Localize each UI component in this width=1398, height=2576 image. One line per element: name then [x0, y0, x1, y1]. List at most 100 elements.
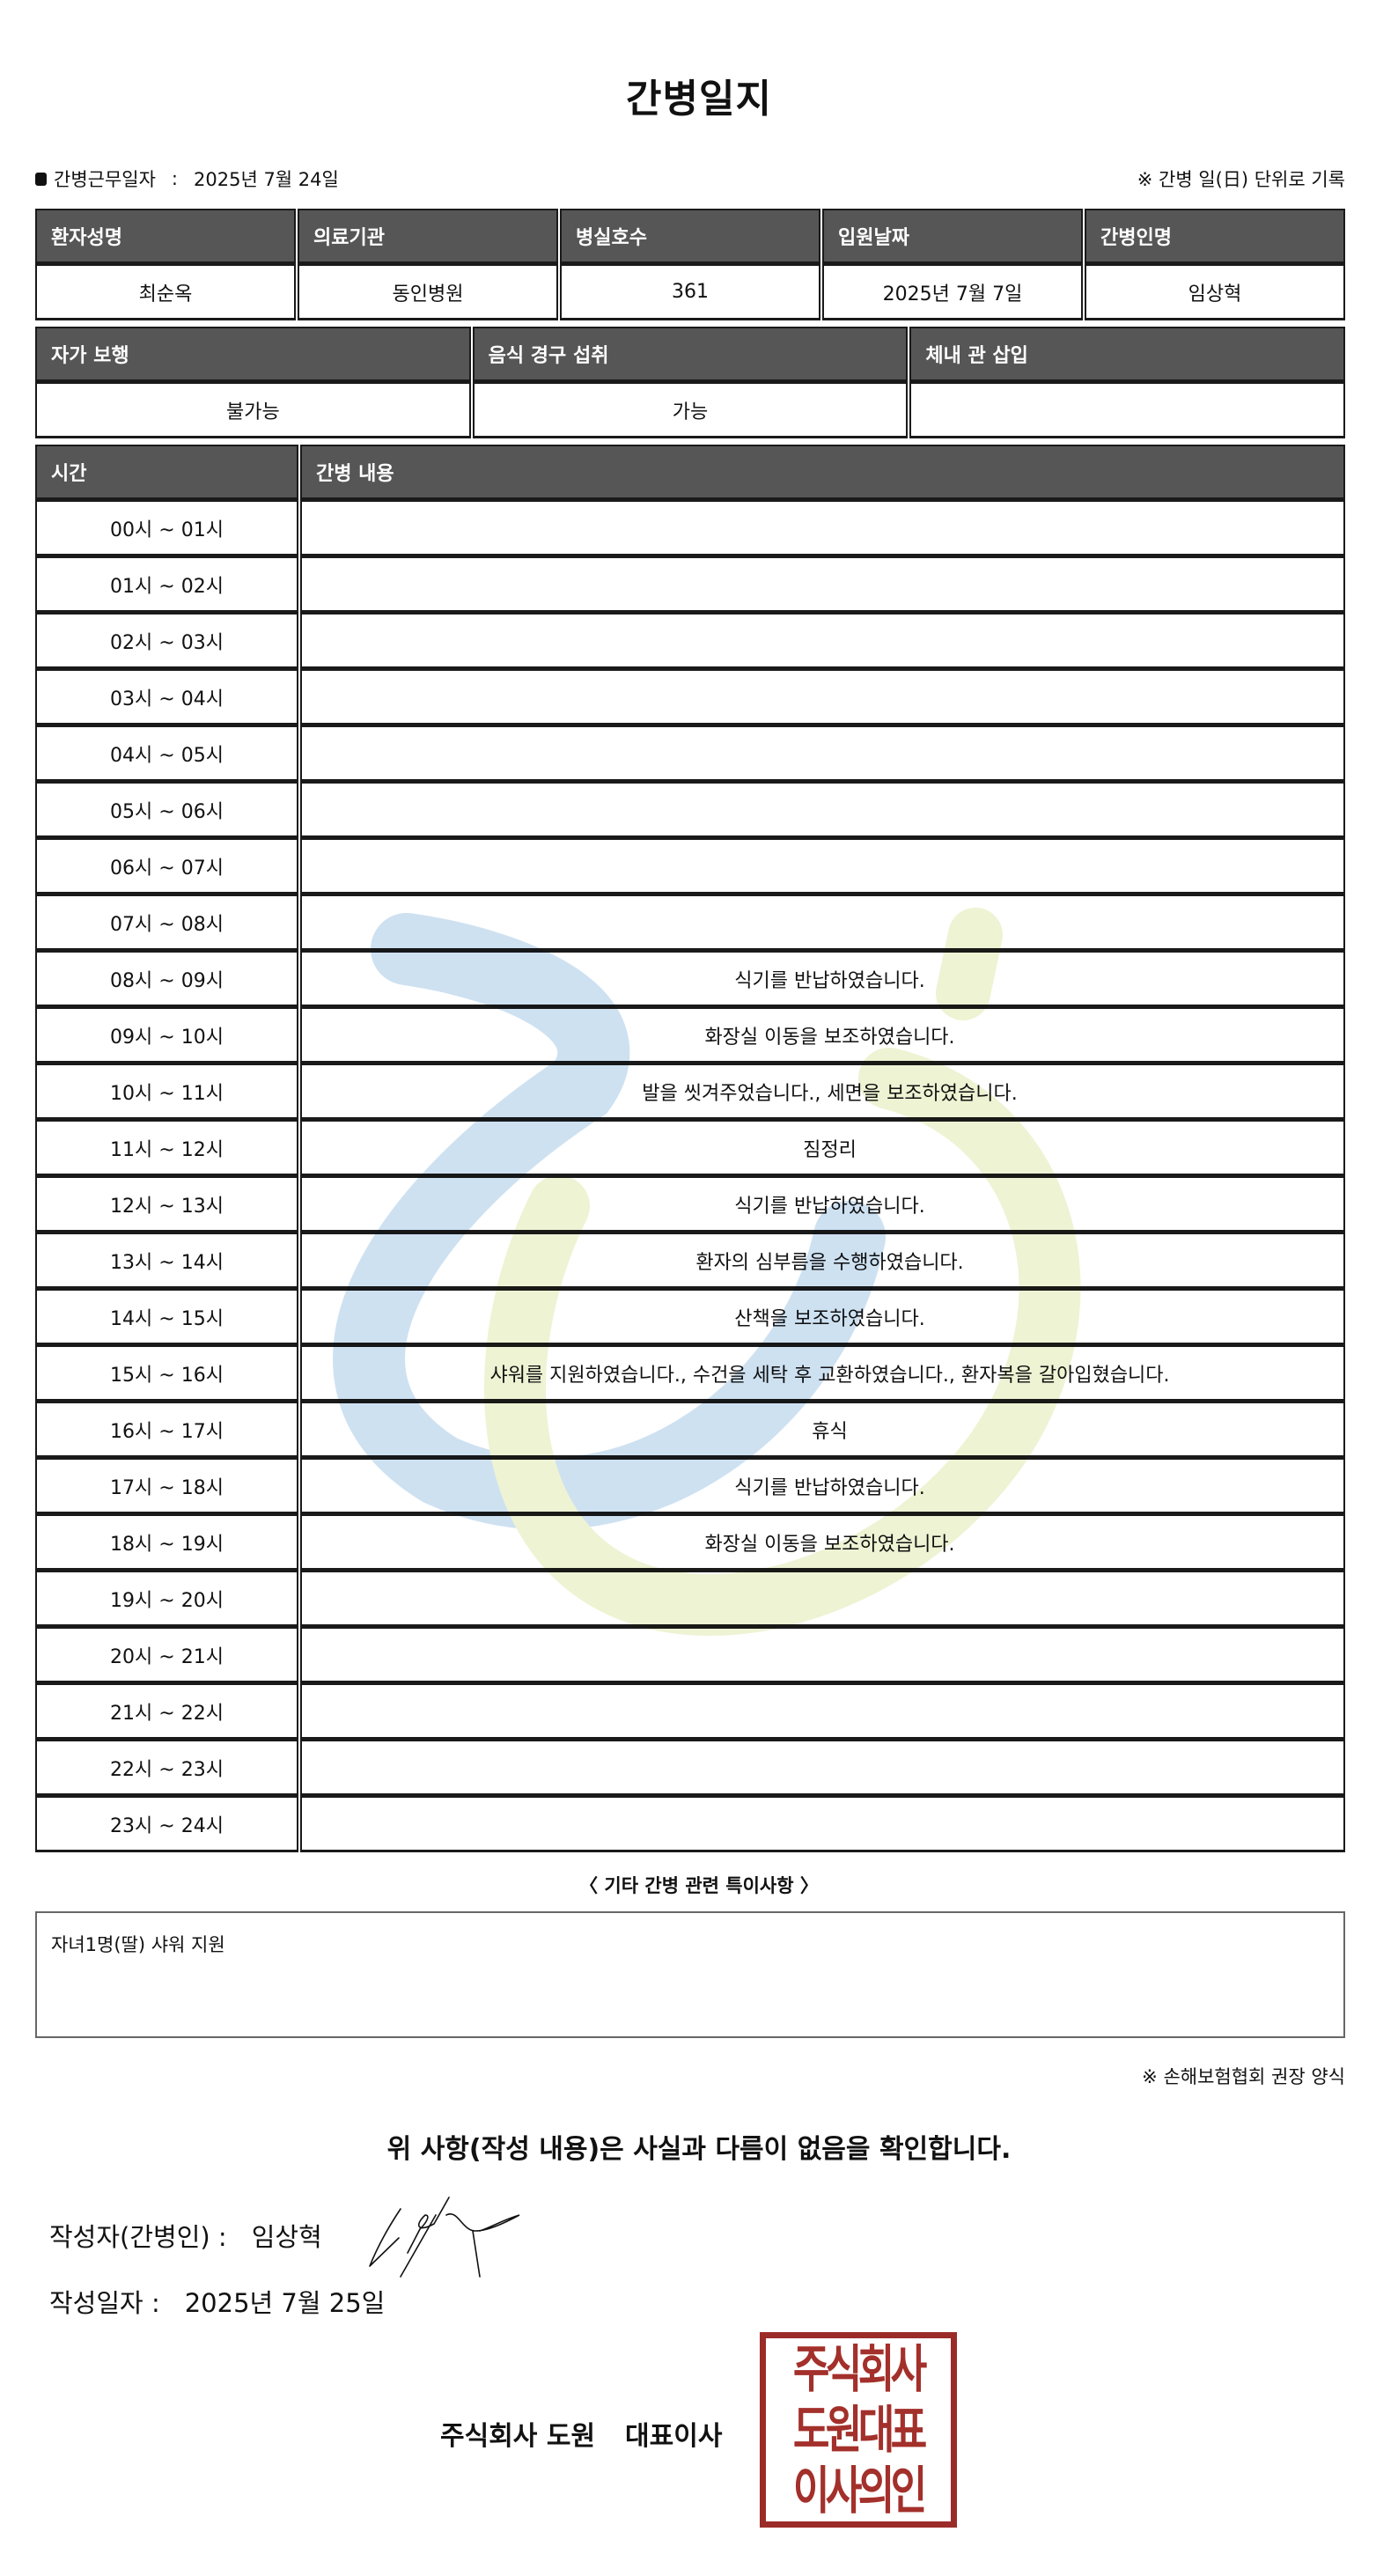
header-hospital: 의료기관 — [298, 209, 558, 264]
care-content: 식기를 반납하였습니다. — [300, 1176, 1345, 1233]
time-slot: 00시 ~ 01시 — [35, 500, 298, 556]
work-date-value: 2025년 7월 24일 — [194, 169, 339, 190]
table-row: 09시 ~ 10시 화장실 이동을 보조하였습니다. — [35, 1007, 1345, 1064]
writer-line: 작성자(간병인) : 임상혁 — [49, 2217, 322, 2254]
time-slot: 20시 ~ 21시 — [35, 1627, 298, 1683]
care-content — [300, 894, 1345, 951]
company-title: 대표이사 — [625, 2421, 723, 2452]
table-row: 02시 ~ 03시 — [35, 613, 1345, 669]
header-tube-insertion: 체내 관 삽입 — [909, 327, 1346, 382]
care-content — [300, 1627, 1345, 1683]
table-row: 01시 ~ 02시 — [35, 556, 1345, 613]
oral-intake: 가능 — [472, 382, 909, 438]
stamp-line: 주식회사 — [793, 2338, 927, 2399]
time-slot: 22시 ~ 23시 — [35, 1740, 298, 1796]
care-content — [300, 782, 1345, 838]
table-row: 12시 ~ 13시 식기를 반납하였습니다. — [35, 1176, 1345, 1233]
care-content — [300, 669, 1345, 725]
time-slot: 09시 ~ 10시 — [35, 1007, 298, 1064]
form-note: ※ 손해보험협회 권장 양식 — [1142, 2066, 1345, 2087]
special-notes-title: 〈 기타 간병 관련 특이사항 〉 — [579, 1875, 819, 1896]
patient-info-table: 환자성명 의료기관 병실호수 입원날짜 간병인명 최순옥 동인병원 361 20… — [35, 209, 1345, 320]
table-row: 15시 ~ 16시 샤워를 지원하였습니다., 수건을 세탁 후 교환하였습니다.… — [35, 1345, 1345, 1402]
self-walking: 불가능 — [35, 382, 471, 438]
table-row: 06시 ~ 07시 — [35, 838, 1345, 894]
time-slot: 08시 ~ 09시 — [35, 951, 298, 1007]
time-slot: 05시 ~ 06시 — [35, 782, 298, 838]
write-date-value: 2025년 7월 25일 — [184, 2288, 386, 2318]
header-care-content: 간병 내용 — [300, 445, 1345, 500]
care-content: 화장실 이동을 보조하였습니다. — [300, 1007, 1345, 1064]
header-room: 병실호수 — [560, 209, 820, 264]
care-content — [300, 1571, 1345, 1627]
table-row: 11시 ~ 12시 짐정리 — [35, 1120, 1345, 1176]
care-content: 식기를 반납하였습니다. — [300, 951, 1345, 1007]
caregiver-name: 임상혁 — [1085, 264, 1345, 320]
hospital: 동인병원 — [298, 264, 558, 320]
work-date-label: 간병근무일자 — [54, 169, 156, 190]
writer-label: 작성자(간병인) : — [49, 2222, 227, 2252]
time-slot: 23시 ~ 24시 — [35, 1796, 298, 1852]
time-slot: 06시 ~ 07시 — [35, 838, 298, 894]
table-row: 18시 ~ 19시 화장실 이동을 보조하였습니다. — [35, 1514, 1345, 1571]
table-row: 23시 ~ 24시 — [35, 1796, 1345, 1852]
table-row: 17시 ~ 18시 식기를 반납하였습니다. — [35, 1458, 1345, 1514]
time-slot: 03시 ~ 04시 — [35, 669, 298, 725]
care-content: 샤워를 지원하였습니다., 수건을 세탁 후 교환하였습니다., 환자복을 갈아… — [300, 1345, 1345, 1402]
time-slot: 18시 ~ 19시 — [35, 1514, 298, 1571]
page-title: 간병일지 — [626, 77, 772, 121]
time-slot: 14시 ~ 15시 — [35, 1289, 298, 1345]
care-content — [300, 1796, 1345, 1852]
header-oral-intake: 음식 경구 섭취 — [472, 327, 909, 382]
special-notes-text: 자녀1명(딸) 샤워 지원 — [51, 1934, 225, 1955]
time-slot: 01시 ~ 02시 — [35, 556, 298, 613]
table-row: 21시 ~ 22시 — [35, 1683, 1345, 1740]
time-slot: 19시 ~ 20시 — [35, 1571, 298, 1627]
writer-name: 임상혁 — [251, 2222, 322, 2252]
table-row: 13시 ~ 14시 환자의 심부름을 수행하였습니다. — [35, 1233, 1345, 1289]
care-content — [300, 613, 1345, 669]
time-slot: 16시 ~ 17시 — [35, 1402, 298, 1458]
admission-date: 2025년 7월 7일 — [822, 264, 1083, 320]
care-content: 환자의 심부름을 수행하였습니다. — [300, 1233, 1345, 1289]
care-content — [300, 1740, 1345, 1796]
time-slot: 07시 ~ 08시 — [35, 894, 298, 951]
table-row: 00시 ~ 01시 — [35, 500, 1345, 556]
company-name: 주식회사 도원 — [440, 2421, 596, 2452]
time-slot: 15시 ~ 16시 — [35, 1345, 298, 1402]
table-row: 03시 ~ 04시 — [35, 669, 1345, 725]
table-row: 14시 ~ 15시 산책을 보조하였습니다. — [35, 1289, 1345, 1345]
stamp-line: 이사의인 — [793, 2461, 927, 2521]
care-content: 휴식 — [300, 1402, 1345, 1458]
time-slot: 02시 ~ 03시 — [35, 613, 298, 669]
table-row: 10시 ~ 11시 발을 씻겨주었습니다., 세면을 보조하였습니다. — [35, 1064, 1345, 1120]
care-content: 발을 씻겨주었습니다., 세면을 보조하였습니다. — [300, 1064, 1345, 1120]
time-slot: 21시 ~ 22시 — [35, 1683, 298, 1740]
care-content: 식기를 반납하였습니다. — [300, 1458, 1345, 1514]
table-row: 20시 ~ 21시 — [35, 1627, 1345, 1683]
time-slot: 10시 ~ 11시 — [35, 1064, 298, 1120]
care-content — [300, 500, 1345, 556]
table-row: 05시 ~ 06시 — [35, 782, 1345, 838]
time-slot: 17시 ~ 18시 — [35, 1458, 298, 1514]
header-time: 시간 — [35, 445, 298, 500]
write-date-line: 작성일자 : 2025년 7월 25일 — [49, 2283, 385, 2320]
table-row: 04시 ~ 05시 — [35, 725, 1345, 782]
header-caregiver-name: 간병인명 — [1085, 209, 1345, 264]
care-content — [300, 556, 1345, 613]
write-date-label: 작성일자 : — [49, 2288, 160, 2318]
care-log-table: 시간 간병 내용 00시 ~ 01시 01시 ~ 02시 02시 ~ 03시 03시 … — [35, 445, 1345, 1852]
time-slot: 13시 ~ 14시 — [35, 1233, 298, 1289]
stamp-line: 도원대표 — [793, 2399, 927, 2460]
header-patient-name: 환자성명 — [35, 209, 296, 264]
care-content — [300, 725, 1345, 782]
table-row: 08시 ~ 09시 식기를 반납하였습니다. — [35, 951, 1345, 1007]
company-seal-stamp: 주식회사 도원대표 이사의인 — [760, 2332, 957, 2528]
header-self-walking: 자가 보행 — [35, 327, 471, 382]
care-content: 짐정리 — [300, 1120, 1345, 1176]
tube-insertion — [909, 382, 1346, 438]
table-row: 07시 ~ 08시 — [35, 894, 1345, 951]
header-admission-date: 입원날짜 — [822, 209, 1083, 264]
time-slot: 11시 ~ 12시 — [35, 1120, 298, 1176]
table-row: 16시 ~ 17시 휴식 — [35, 1402, 1345, 1458]
